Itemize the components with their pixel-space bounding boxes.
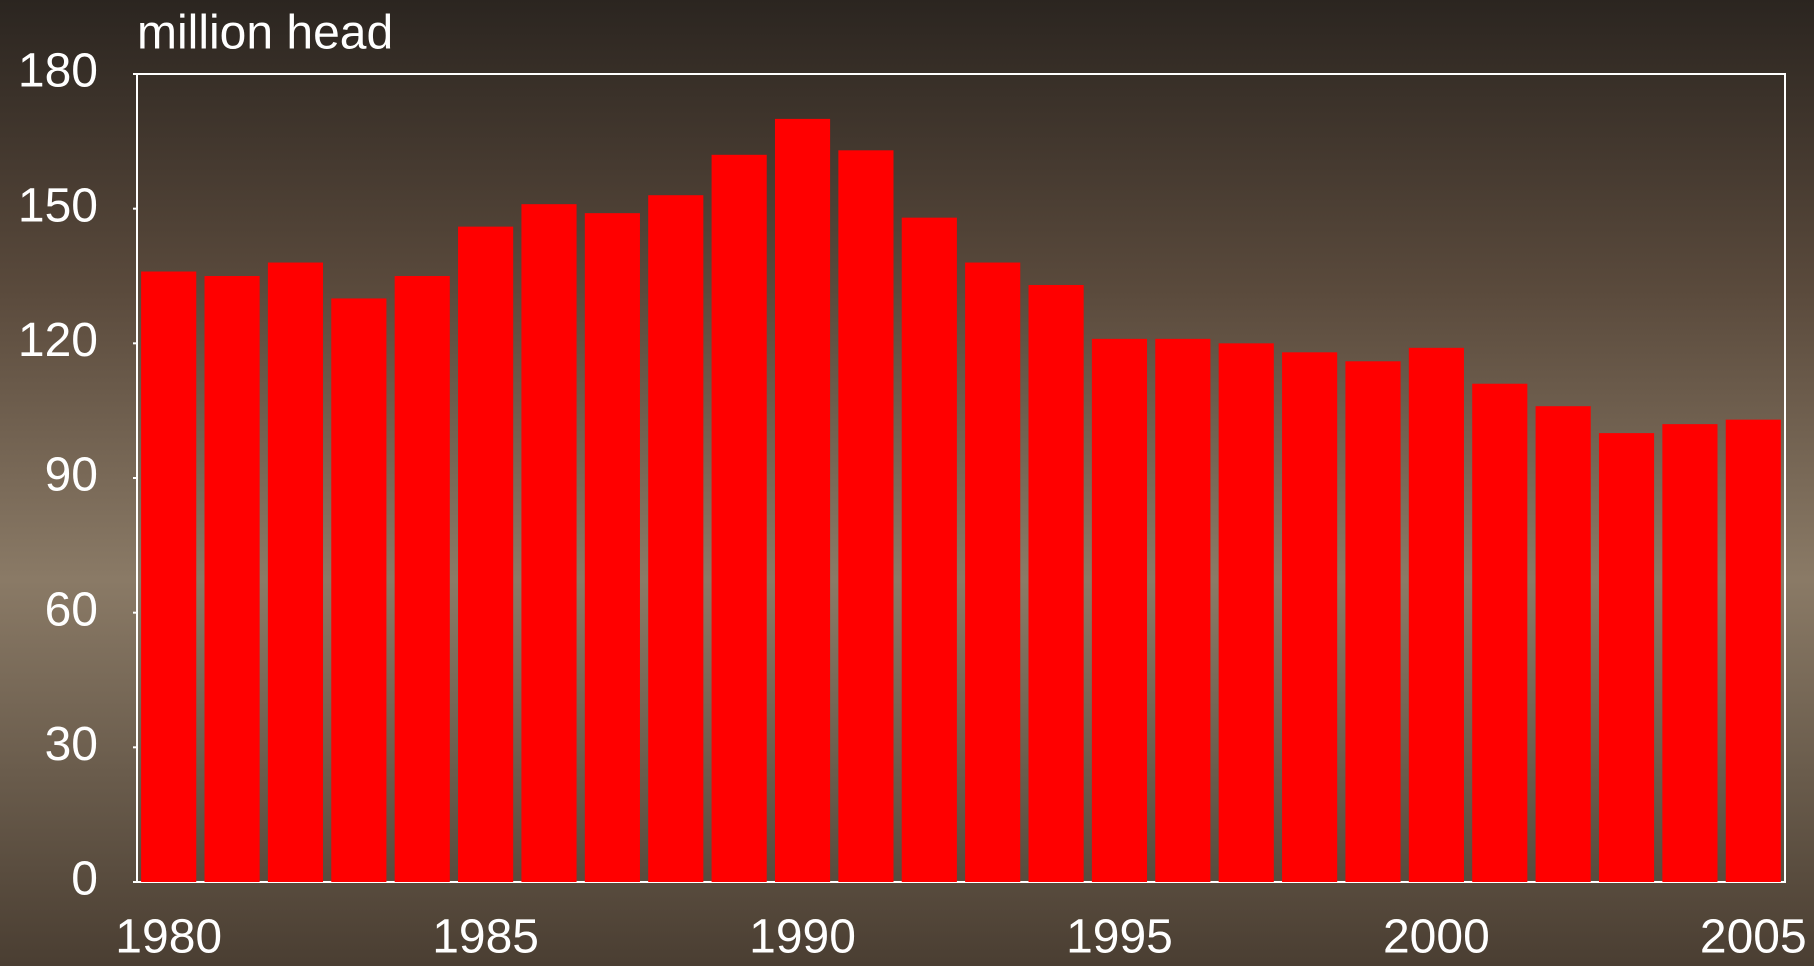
x-tick-label: 2005 [1700, 911, 1807, 964]
bar [204, 276, 260, 882]
bar [1028, 284, 1084, 882]
bar [1535, 406, 1591, 882]
bar [774, 118, 831, 882]
bar [458, 226, 514, 883]
bar [1662, 424, 1718, 882]
bar [394, 276, 450, 882]
y-tick-label: 180 [18, 45, 98, 98]
x-tick-label: 1980 [115, 911, 222, 964]
bar [1598, 433, 1655, 882]
x-tick-label: 1985 [432, 911, 539, 964]
bar [521, 204, 577, 882]
bar [331, 298, 387, 882]
y-tick-label: 60 [45, 583, 98, 636]
bar [1408, 347, 1464, 882]
bar [648, 195, 704, 882]
bar [1155, 338, 1211, 882]
bar [1218, 343, 1274, 882]
bar [1725, 419, 1781, 882]
y-tick-label: 0 [71, 853, 98, 906]
bar [1091, 338, 1148, 882]
bar [838, 150, 894, 883]
bar [141, 271, 197, 882]
x-tick-label: 2000 [1383, 911, 1490, 964]
bar [267, 262, 324, 882]
bar [901, 217, 957, 883]
y-tick-label: 150 [18, 179, 98, 232]
y-tick-label: 90 [45, 449, 98, 502]
x-tick-label: 1990 [749, 911, 856, 964]
y-tick-label: 30 [45, 718, 98, 771]
bar [1345, 361, 1401, 882]
x-tick-label: 1995 [1066, 911, 1173, 964]
bar [711, 154, 767, 883]
bar [584, 213, 640, 883]
bar [1282, 352, 1338, 882]
bar [1472, 383, 1528, 882]
y-tick-label: 120 [18, 314, 98, 367]
bar [965, 262, 1021, 882]
chart-title: million head [137, 7, 393, 60]
